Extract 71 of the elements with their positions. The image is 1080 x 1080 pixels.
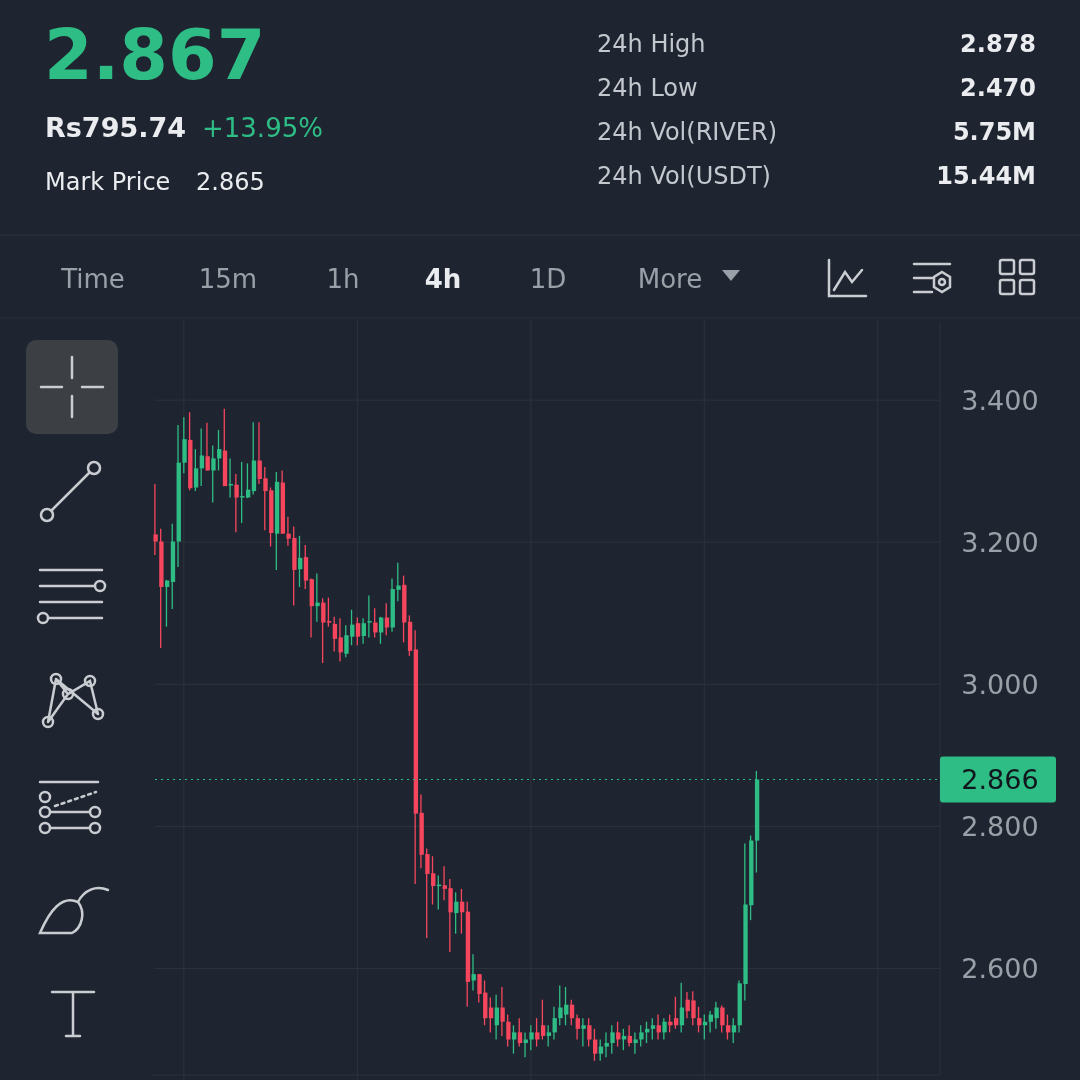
candlestick: [656, 1013, 661, 1041]
candlestick: [517, 1017, 523, 1048]
text: 2.865: [196, 168, 265, 196]
text: More: [637, 264, 703, 294]
text: 24h Vol(USDT): [597, 162, 771, 190]
candlestick: [639, 1024, 644, 1048]
candlestick: [338, 617, 343, 663]
text: Rs795.74: [45, 112, 187, 143]
candlestick: [315, 572, 320, 623]
candlestick: [373, 607, 378, 639]
text: Mark Price: [45, 168, 171, 196]
candlestick: [298, 535, 303, 588]
text: 4h: [424, 264, 462, 294]
candlestick: [367, 594, 372, 639]
candlestick: [361, 617, 366, 645]
candlestick: [182, 416, 187, 474]
candlestick: [697, 1006, 702, 1034]
text: 5.75M: [952, 118, 1036, 146]
candlestick: [211, 444, 216, 504]
candlestick: [662, 1017, 667, 1041]
y-tick-label: 2.600: [961, 952, 1039, 984]
candlestick: [471, 953, 476, 992]
text: Time: [60, 264, 125, 294]
candlestick: [650, 1017, 656, 1041]
text: 2.470: [960, 74, 1036, 102]
chart-title: 2.867: [44, 14, 266, 96]
y-tick-label: 3.200: [961, 526, 1039, 558]
candlestick: [454, 891, 459, 935]
candlestick: [540, 999, 546, 1041]
candlestick: [332, 616, 338, 653]
y-tick-label: 3.400: [961, 384, 1039, 416]
text: 1D: [529, 264, 567, 294]
text: 15m: [198, 264, 258, 294]
candlestick: [500, 986, 505, 1037]
text: 24h High: [597, 30, 706, 58]
candlestick: [731, 1017, 737, 1044]
candlestick: [610, 1024, 615, 1055]
text: 15.44M: [936, 162, 1036, 190]
candlestick: [529, 1024, 534, 1051]
candlestick: [627, 1024, 633, 1048]
text: 24h Low: [597, 74, 698, 102]
y-tick-label: 3.000: [961, 668, 1039, 700]
candlestick: [193, 448, 199, 492]
candlestick: [535, 1017, 540, 1048]
candlestick: [575, 1013, 580, 1041]
text: 1h: [326, 264, 360, 294]
candlestick: [234, 473, 239, 533]
candlestick: [592, 1028, 598, 1062]
candlestick: [355, 616, 361, 646]
candlestick: [153, 483, 158, 556]
text: 2.878: [960, 30, 1036, 58]
candlestick: [616, 1021, 621, 1048]
candlestick: [205, 422, 210, 472]
candlestick: [546, 1024, 552, 1048]
candlestick: [604, 1031, 609, 1058]
candlestick: [217, 429, 222, 472]
candlestick: [523, 1031, 528, 1058]
ref-line-label: 2.866: [961, 763, 1039, 795]
text: 24h Vol(RIVER): [597, 118, 778, 146]
candlestick: [587, 1017, 592, 1048]
candlestick: [726, 1013, 731, 1041]
candlestick: [303, 544, 309, 590]
candlestick: [552, 1006, 557, 1041]
y-tick-label: 2.800: [961, 810, 1039, 842]
candlestick: [581, 1017, 586, 1048]
candlestick: [633, 1031, 638, 1055]
candlestick: [512, 1024, 517, 1055]
text: +13.95%: [202, 113, 323, 143]
candlestick: [598, 1038, 604, 1062]
candlestick: [720, 1004, 725, 1034]
candlestick: [506, 1013, 511, 1048]
